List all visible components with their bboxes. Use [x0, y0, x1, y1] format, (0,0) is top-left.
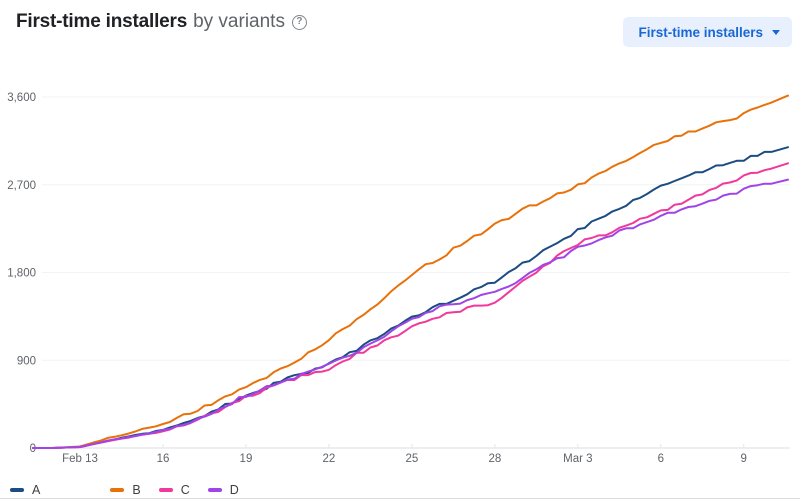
bottom-divider — [0, 498, 800, 499]
chevron-down-icon — [772, 29, 780, 35]
legend-item-C[interactable]: C — [158, 483, 190, 497]
legend-item-label: A — [32, 483, 41, 497]
y-axis-label: 2,700 — [7, 180, 36, 192]
x-axis-label: Mar 3 — [563, 453, 592, 465]
page-title-row: First-time installers by variants ? — [16, 10, 307, 34]
legend-swatch-C — [158, 488, 173, 492]
legend-item-A[interactable]: A — [10, 483, 40, 497]
x-axis-label: 19 — [240, 453, 253, 465]
metric-selector-button[interactable]: First-time installers — [623, 17, 792, 47]
y-axis-label: 0 — [30, 443, 36, 455]
series-line-A[interactable] — [32, 146, 789, 449]
y-axis-label: 1,800 — [7, 268, 36, 280]
legend-item-B[interactable]: B — [110, 483, 141, 497]
series-line-C[interactable] — [32, 162, 789, 449]
legend-swatch-D — [207, 488, 222, 492]
x-axis-label: 9 — [741, 453, 747, 465]
legend-item-label: C — [180, 483, 190, 497]
x-axis-label: 16 — [157, 453, 170, 465]
y-axis-label: 3,600 — [7, 92, 36, 104]
x-axis-label: Feb 13 — [62, 453, 98, 465]
x-axis-label: 6 — [658, 453, 664, 465]
y-axis-label: 900 — [17, 355, 36, 367]
legend-swatch-A — [10, 488, 24, 492]
chart-legend: A B C D — [10, 483, 257, 497]
x-axis-label: 28 — [488, 453, 501, 465]
page-title: First-time installers — [16, 11, 188, 32]
page-subtitle: by variants — [193, 11, 285, 32]
metric-selector-label: First-time installers — [638, 24, 763, 40]
x-axis-label: 22 — [323, 453, 336, 465]
series-line-D[interactable] — [32, 178, 789, 449]
legend-item-D[interactable]: D — [207, 483, 239, 497]
legend-item-label: D — [229, 483, 239, 497]
series-line-B[interactable] — [32, 94, 789, 449]
help-icon[interactable]: ? — [291, 14, 307, 30]
x-axis-label: 25 — [405, 453, 418, 465]
legend-swatch-B — [110, 488, 125, 492]
legend-item-label: B — [132, 483, 141, 497]
